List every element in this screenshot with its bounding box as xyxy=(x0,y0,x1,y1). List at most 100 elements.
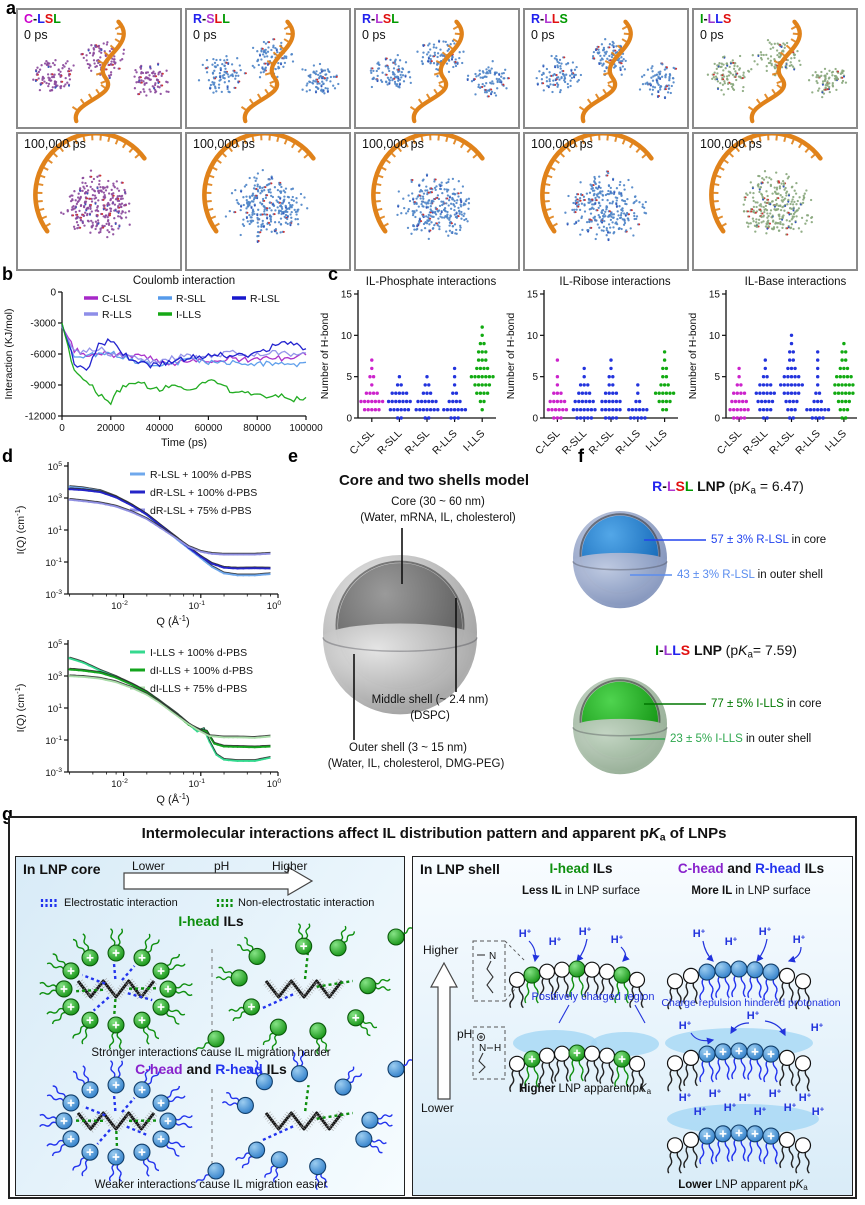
atom-dot-o xyxy=(732,61,735,64)
base-rung xyxy=(79,98,86,106)
x-axis-title: Q (Å-1) xyxy=(156,792,189,806)
atom-dot-o xyxy=(101,213,104,215)
atom-dot xyxy=(454,58,457,61)
mrna-fuzz xyxy=(290,1114,299,1121)
atom-dot xyxy=(264,67,267,70)
atom-dot xyxy=(52,75,55,78)
proton-arrow xyxy=(576,938,588,962)
atom-dot xyxy=(751,196,755,199)
rlsl-core-annotation: 57 ± 3% R-LSL in core xyxy=(711,534,826,546)
hbond-dot xyxy=(375,391,379,395)
atom-dot xyxy=(785,172,788,176)
y-axis-title: Number of H-bond xyxy=(319,313,331,400)
lipid-tail xyxy=(593,975,599,999)
mrna-fuzz xyxy=(303,1121,312,1128)
hbond-dot xyxy=(789,375,794,379)
atom-dot xyxy=(583,204,586,207)
atom-dot-o xyxy=(481,86,484,88)
y-tick-label: 10-1 xyxy=(45,735,62,747)
atom-dot xyxy=(386,83,389,86)
atom-dot-n xyxy=(34,80,37,82)
atom-dot-n xyxy=(262,225,265,228)
atom-dot xyxy=(755,218,758,221)
series-dot xyxy=(93,501,96,504)
atom-dot xyxy=(718,62,721,65)
il-head xyxy=(309,1158,327,1176)
atom-dot xyxy=(434,210,437,214)
atom-dot xyxy=(133,87,137,90)
lnp-core-diagram xyxy=(39,865,417,1191)
atom-dot xyxy=(100,51,103,54)
atom-dot xyxy=(262,40,266,44)
atom-dot xyxy=(641,82,645,86)
atom-dot xyxy=(113,203,117,206)
lipid-tail xyxy=(264,1165,275,1178)
timestamp-label: 100,000 ps xyxy=(24,137,86,151)
atom-dot xyxy=(611,221,614,224)
atom-dot xyxy=(615,199,618,202)
atom-dot xyxy=(77,192,80,195)
atom-dot xyxy=(598,226,601,229)
atom-dot xyxy=(484,75,487,78)
atom-dot xyxy=(242,196,245,199)
hbond-dot xyxy=(423,416,427,420)
text-part: = 6.47) xyxy=(755,478,804,494)
lipid-tail xyxy=(779,981,785,1005)
hbond-dot xyxy=(742,391,747,395)
y-tick-label: 0 xyxy=(532,414,538,425)
hbond-dot xyxy=(607,416,611,420)
mrna-fuzz xyxy=(96,1113,104,1120)
atom-dot xyxy=(235,71,238,74)
atom-dot xyxy=(778,187,782,190)
atom-dot xyxy=(560,76,563,80)
ills-lnp-title: I-LLS LNP (pKa= 7.59) xyxy=(655,642,797,660)
mrna-fuzz xyxy=(141,988,150,995)
atom-dot xyxy=(603,70,606,73)
atom-dot xyxy=(593,192,596,196)
atom-dot xyxy=(447,178,450,181)
base-rung xyxy=(452,24,460,30)
atom-dot xyxy=(777,192,780,195)
atom-dot xyxy=(493,71,497,74)
series-dot xyxy=(227,553,230,556)
base-rung xyxy=(389,151,397,158)
lnp-shell-diagram: NN HH+H+H+H+ H+H+H+H+H+H+H+H+ H+H+ H+H+H+ H+H… xyxy=(429,925,825,1174)
y-tick-label: 5 xyxy=(346,372,352,383)
atom-dot xyxy=(785,41,789,45)
atom-dot xyxy=(828,90,831,94)
atom-dot xyxy=(644,200,647,204)
atom-dot xyxy=(118,203,121,206)
hbond-dot xyxy=(449,408,453,412)
atom-dot xyxy=(261,219,264,223)
atom-dot xyxy=(306,82,309,85)
atom-dot xyxy=(282,57,286,60)
atom-dot xyxy=(389,76,393,79)
atom-dot xyxy=(573,222,576,226)
atom-dot-o xyxy=(316,78,319,81)
hbond-dot xyxy=(406,408,411,412)
text-part: - xyxy=(540,12,545,26)
series-dot xyxy=(247,566,251,570)
atom-dot xyxy=(91,54,95,57)
atom-dot xyxy=(747,70,751,73)
atom-dot-o xyxy=(282,230,285,233)
atom-dot xyxy=(449,215,452,218)
atom-dot xyxy=(815,80,818,83)
series-dot xyxy=(218,552,222,556)
atom-dot xyxy=(139,91,142,94)
atom-dot xyxy=(763,210,766,214)
y-tick-label: 10-3 xyxy=(45,767,62,779)
atom-dot xyxy=(255,177,258,180)
lipid-tail xyxy=(175,1122,193,1129)
atom-dot xyxy=(376,74,379,78)
atom-dot xyxy=(317,87,320,90)
atom-dot-n xyxy=(793,68,796,71)
text-part: R xyxy=(652,478,663,494)
atom-dot xyxy=(821,95,824,99)
atom-dot xyxy=(602,62,605,65)
atom-dot xyxy=(428,223,431,226)
mrna-fuzz xyxy=(99,1110,108,1117)
lipid-tail xyxy=(638,985,644,1009)
atom-dot xyxy=(651,70,654,73)
atom-dot xyxy=(305,90,308,93)
